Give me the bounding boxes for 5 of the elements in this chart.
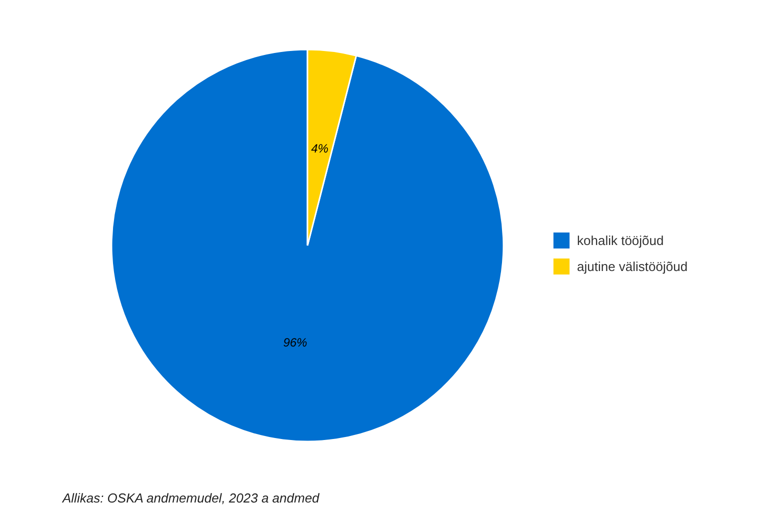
legend-label: kohalik tööjõud (577, 232, 664, 248)
legend-label: ajutine välistööjõud (577, 258, 688, 274)
text: Allikas: OSKA andmemudel, 2023 a andmed (62, 490, 320, 506)
data-label: 4% (311, 141, 329, 156)
data-label: 96% (283, 336, 308, 350)
